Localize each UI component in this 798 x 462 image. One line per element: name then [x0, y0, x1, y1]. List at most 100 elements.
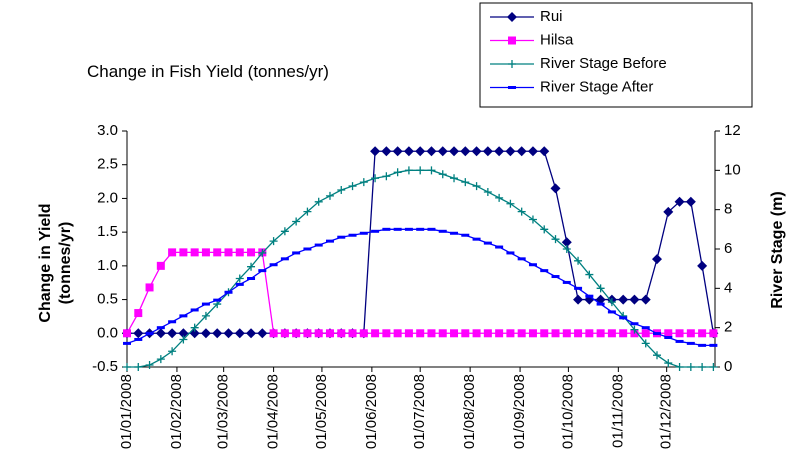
- marker: [607, 298, 616, 307]
- marker: [392, 146, 403, 157]
- marker: [201, 311, 210, 320]
- marker: [686, 329, 695, 338]
- marker: [303, 207, 312, 216]
- marker: [179, 335, 188, 344]
- marker: [461, 329, 470, 338]
- y2-axis-title: River Stage (m): [769, 191, 786, 309]
- marker: [527, 146, 538, 157]
- y2-tick-label: 10: [724, 161, 741, 178]
- marker: [235, 248, 244, 257]
- x-tick-label: 01/07/2008: [411, 374, 428, 449]
- marker: [269, 329, 278, 338]
- marker: [675, 363, 684, 371]
- marker: [585, 270, 594, 279]
- marker: [596, 284, 605, 293]
- y-axis-title: Change in Yield (tonnes/yr): [37, 203, 74, 323]
- marker: [200, 328, 211, 339]
- marker: [675, 329, 684, 338]
- marker: [404, 166, 413, 175]
- marker: [698, 363, 707, 371]
- marker: [585, 329, 594, 338]
- marker: [213, 248, 222, 257]
- marker: [652, 254, 663, 265]
- marker: [427, 166, 436, 175]
- marker: [709, 329, 718, 338]
- marker: [133, 328, 144, 339]
- marker: [664, 359, 673, 368]
- marker: [145, 361, 154, 370]
- marker: [574, 329, 583, 338]
- marker: [551, 235, 560, 244]
- marker: [640, 294, 651, 305]
- marker: [247, 248, 256, 257]
- marker: [685, 196, 696, 207]
- x-tick-label: 01/02/2008: [168, 374, 185, 449]
- marker: [494, 146, 505, 157]
- marker: [224, 248, 233, 257]
- marker: [212, 328, 223, 339]
- y2-tick-label: 8: [724, 201, 732, 218]
- marker: [156, 261, 165, 270]
- marker: [235, 274, 244, 283]
- marker: [393, 168, 402, 177]
- marker: [507, 12, 517, 22]
- marker: [280, 227, 289, 236]
- marker: [145, 283, 154, 292]
- marker: [438, 170, 447, 179]
- marker: [517, 207, 526, 216]
- marker: [382, 329, 391, 338]
- marker: [641, 329, 650, 338]
- chart-title: Change in Fish Yield (tonnes/yr): [87, 62, 329, 81]
- y2-tick-label: 4: [724, 279, 732, 296]
- marker: [168, 248, 177, 257]
- marker: [190, 248, 199, 257]
- marker: [337, 329, 346, 338]
- marker: [539, 146, 550, 157]
- x-tick-label: 01/11/2008: [609, 374, 626, 448]
- marker: [325, 329, 334, 338]
- marker: [393, 329, 402, 338]
- marker: [686, 363, 695, 371]
- marker: [134, 363, 143, 371]
- marker: [508, 36, 516, 45]
- marker: [495, 329, 504, 338]
- marker: [404, 329, 413, 338]
- marker: [370, 146, 381, 157]
- marker: [415, 146, 426, 157]
- y-tick-label: 1.5: [97, 223, 118, 240]
- marker: [573, 294, 584, 305]
- y-tick-label: 0.0: [97, 324, 118, 341]
- x-tick-label: 01/12/2008: [658, 374, 675, 449]
- x-tick-label: 01/03/2008: [215, 374, 232, 449]
- marker: [292, 329, 301, 338]
- marker: [258, 248, 267, 257]
- marker: [516, 146, 527, 157]
- marker: [280, 329, 289, 338]
- marker: [561, 237, 572, 248]
- marker: [574, 256, 583, 265]
- marker: [179, 248, 188, 257]
- marker: [257, 328, 268, 339]
- legend-box: [479, 2, 753, 108]
- y-tick-label: 3.0: [97, 122, 118, 139]
- legend-label: River Stage Before: [540, 55, 667, 72]
- marker: [269, 237, 278, 246]
- y-tick-label: 1.0: [97, 257, 118, 274]
- marker: [528, 215, 537, 224]
- series-line: [126, 228, 714, 347]
- marker: [540, 225, 549, 234]
- marker: [223, 328, 234, 339]
- marker: [618, 294, 629, 305]
- marker: [596, 329, 605, 338]
- marker: [551, 329, 560, 338]
- x-tick-label: 01/08/2008: [461, 374, 478, 449]
- marker: [437, 146, 448, 157]
- marker: [348, 182, 357, 191]
- marker: [426, 146, 437, 157]
- marker: [314, 329, 323, 338]
- marker: [653, 351, 662, 360]
- marker: [416, 166, 425, 175]
- marker: [247, 262, 256, 271]
- marker: [562, 329, 571, 338]
